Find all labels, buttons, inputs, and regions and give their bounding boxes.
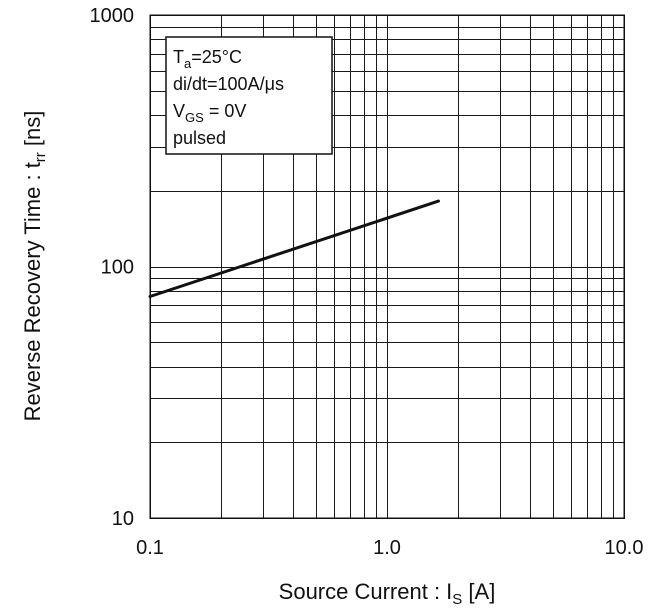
x-tick-label: 0.1 [136, 537, 164, 559]
x-tick-label: 1.0 [373, 537, 401, 559]
annotation-box: Ta=25°C di/dt=100A/μs VGS = 0V pulsed [165, 36, 333, 155]
annotation-line-pulsed: pulsed [173, 128, 226, 148]
series-layer [148, 199, 440, 298]
x-axis-label: Source Current : IS [A] [279, 579, 496, 608]
annotation-line-didt: di/dt=100A/μs [173, 74, 284, 94]
series-line [148, 199, 440, 298]
y-tick-label: 10 [112, 508, 134, 530]
y-axis-label: Reverse Recovery Time : trr [ns] [20, 111, 49, 422]
x-tick-label: 10.0 [605, 537, 644, 559]
annotation-line-vgs: VGS = 0V [173, 101, 246, 125]
grid [150, 15, 624, 518]
plot-frame [149, 14, 625, 519]
y-tick-label: 1000 [90, 5, 135, 27]
tick-labels: 0.1 1.0 10.0 10 100 1000 [90, 5, 644, 559]
y-tick-label: 100 [101, 257, 134, 279]
annotation-line-temperature: Ta=25°C [173, 47, 242, 71]
